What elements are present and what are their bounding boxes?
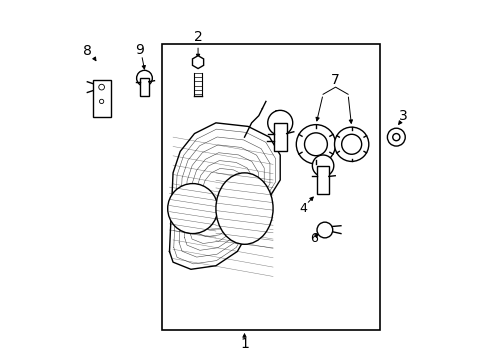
Text: 9: 9 (134, 42, 143, 57)
Circle shape (316, 222, 332, 238)
Circle shape (392, 134, 399, 141)
Circle shape (296, 125, 335, 164)
Text: 2: 2 (193, 30, 202, 44)
Bar (317, 166, 328, 194)
Text: 7: 7 (330, 73, 339, 87)
Bar (93, 80, 110, 117)
Polygon shape (169, 123, 280, 269)
Text: 6: 6 (309, 233, 318, 246)
Ellipse shape (216, 173, 272, 244)
Circle shape (386, 128, 405, 146)
Circle shape (167, 184, 217, 234)
Text: 3: 3 (398, 109, 407, 123)
Bar (140, 78, 148, 96)
Circle shape (99, 99, 103, 104)
Circle shape (304, 133, 326, 156)
Circle shape (334, 127, 368, 161)
Circle shape (99, 84, 104, 90)
Text: 8: 8 (82, 44, 92, 58)
Text: 5: 5 (274, 109, 282, 122)
Circle shape (341, 134, 361, 154)
Text: 1: 1 (240, 337, 248, 351)
Circle shape (136, 70, 152, 86)
FancyBboxPatch shape (162, 44, 380, 330)
Circle shape (267, 111, 292, 135)
Bar (273, 123, 286, 152)
Circle shape (312, 155, 333, 176)
Text: 4: 4 (299, 202, 307, 215)
